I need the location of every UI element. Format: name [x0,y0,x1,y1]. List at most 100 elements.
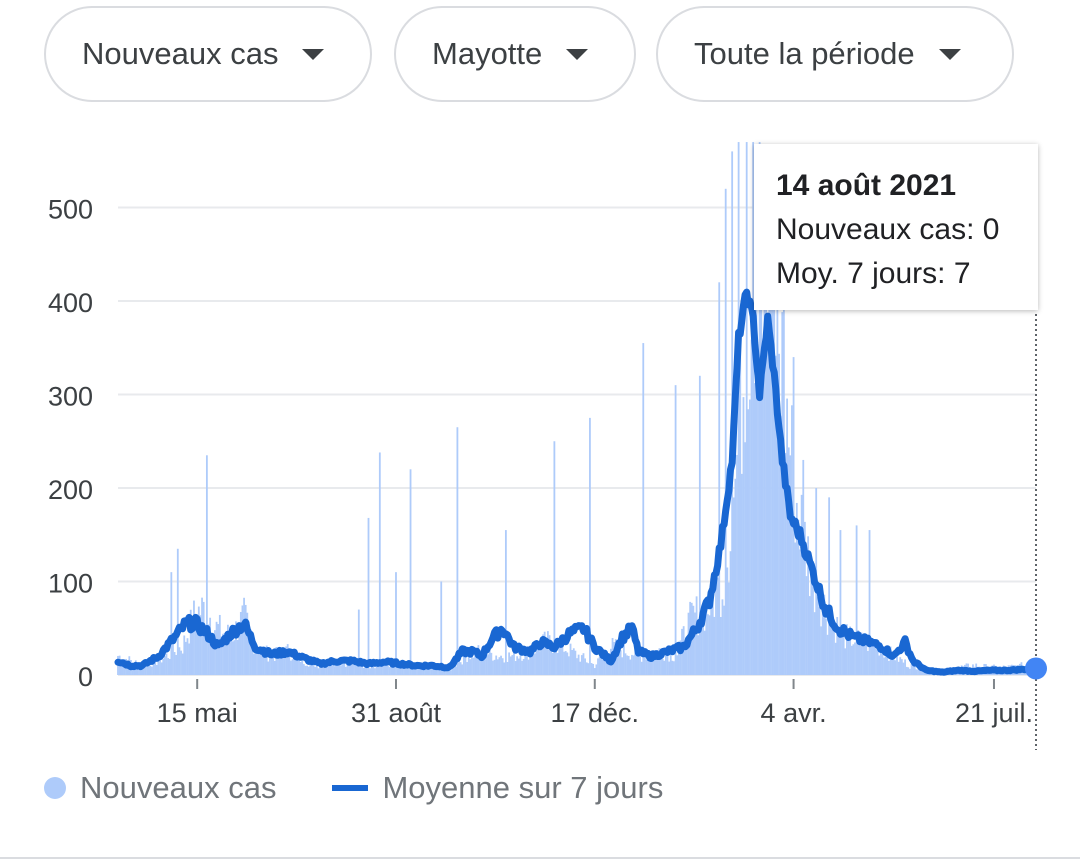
case-bar [330,665,333,675]
case-bar [309,662,312,675]
case-bar [265,645,268,675]
case-bar [496,659,499,675]
case-bar [492,660,494,675]
case-bar [267,661,270,675]
case-bar [503,662,506,675]
x-tick-label: 15 mai [157,698,238,728]
case-bar [498,657,501,675]
case-bar [178,647,181,675]
case-bar [175,654,178,675]
case-bar [847,629,850,675]
case-bar [209,617,212,675]
case-bar [558,640,561,675]
case-bar [314,666,317,675]
case-bar [325,665,328,675]
case-bar [846,624,848,675]
case-bar [655,656,658,675]
case-bar [674,385,677,675]
case-bar [340,665,342,675]
case-bar [204,626,207,675]
case-bar [829,619,832,675]
case-bar [728,582,730,675]
case-bar [291,659,294,675]
case-bar [269,656,271,675]
case-bar [286,644,289,675]
case-bar [356,662,359,675]
case-bar [758,142,761,676]
case-bar [626,655,629,675]
case-bar [259,651,262,675]
cases-bars [117,142,1036,676]
case-bar [501,658,504,675]
case-bar [881,651,884,675]
case-bar [336,665,339,675]
case-bar [349,661,352,675]
case-bar [509,656,512,675]
case-bar [370,667,373,675]
case-bar [260,646,263,675]
case-bar [888,660,890,675]
case-bar [703,630,706,675]
legend-cases-label: Nouveaux cas [80,770,277,805]
region-dropdown[interactable]: Mayotte [394,6,636,102]
case-bar [459,662,462,675]
case-bar [870,637,873,675]
case-bar [915,669,918,675]
case-bar [170,572,173,675]
cases-chart[interactable]: 0 100 200 300 400 500 15 mai 31 août 17 déc. 4 a… [0,0,1080,760]
y-axis: 0 100 200 300 400 500 [48,195,93,693]
case-bar [571,649,574,675]
case-bar [290,660,292,675]
case-bar [296,654,299,675]
case-bar [530,654,533,675]
case-bar [876,643,879,675]
case-bar [660,651,662,675]
case-bar [787,447,790,675]
case-bar [831,623,834,675]
period-dropdown[interactable]: Toute la période [656,6,1014,102]
case-bar [387,664,389,675]
case-bar [763,151,766,675]
case-bar [264,655,266,675]
case-bar [353,660,355,675]
case-bar [810,575,813,675]
case-bar [786,398,789,675]
case-bar [194,614,197,675]
case-bar [794,542,797,675]
case-bar [401,662,404,675]
case-bar [524,648,527,675]
case-bar [220,636,223,675]
case-bar [338,662,341,675]
case-bar [702,605,704,675]
case-bar [700,620,703,675]
chart-legend: Nouveaux cas Moyenne sur 7 jours [44,770,663,806]
case-bar [582,653,585,675]
case-bar [490,652,493,675]
case-bar [399,665,402,675]
case-bar [354,662,357,675]
case-bar [446,667,449,675]
caret-down-icon [566,48,589,60]
x-tick-label: 31 août [351,698,442,728]
case-bar [616,649,619,675]
case-bar [319,666,321,675]
case-bar [348,663,351,675]
case-bar [275,646,278,675]
case-bar [566,652,569,675]
case-bar [380,664,383,675]
case-bar [904,659,906,675]
case-bar [679,640,682,675]
case-bar [768,294,771,675]
case-bar [862,644,864,675]
y-tick-label: 100 [48,569,93,599]
case-bar [860,632,863,675]
case-bar [464,655,467,675]
case-bar [441,670,444,675]
case-bar [333,666,336,675]
case-bar [299,661,302,675]
case-bar [249,629,252,675]
case-bar [517,658,520,675]
metric-dropdown[interactable]: Nouveaux cas [44,6,372,102]
case-bar [556,652,559,675]
case-bar [676,655,679,675]
